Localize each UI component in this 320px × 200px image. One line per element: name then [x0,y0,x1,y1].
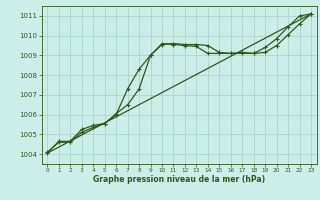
X-axis label: Graphe pression niveau de la mer (hPa): Graphe pression niveau de la mer (hPa) [93,175,265,184]
